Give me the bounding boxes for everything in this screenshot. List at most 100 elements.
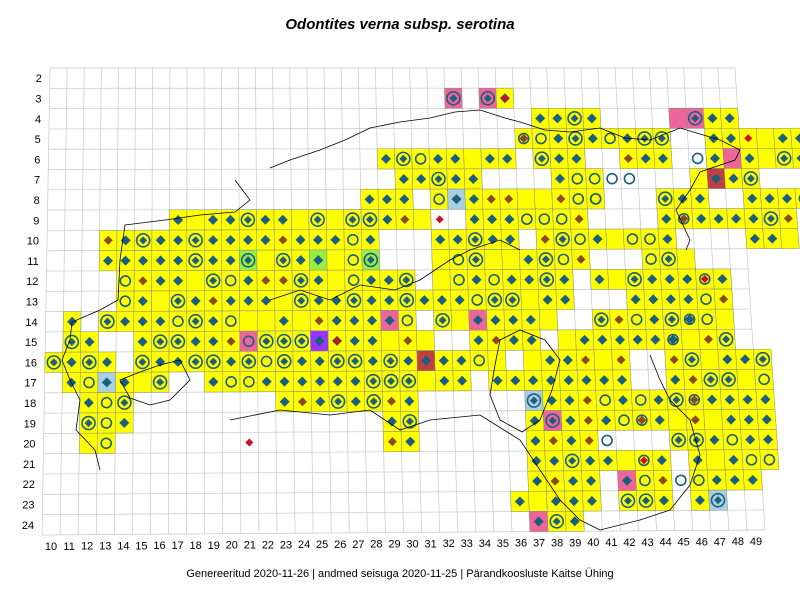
circle-marker — [206, 354, 221, 369]
diamond-marker — [742, 394, 753, 405]
diamond-marker — [279, 256, 288, 265]
circle-marker — [488, 273, 500, 286]
column-label: 47 — [714, 536, 726, 548]
occurrence-cell — [239, 330, 258, 352]
occurrence-cell — [534, 208, 554, 230]
diamond-marker — [692, 435, 701, 444]
diamond-marker — [313, 295, 324, 306]
circle-marker — [188, 253, 203, 268]
circle-marker — [399, 292, 415, 308]
occurrence-cell — [469, 350, 489, 371]
circle-marker — [623, 172, 636, 185]
diamond-marker — [763, 434, 774, 445]
diamond-marker — [225, 295, 236, 306]
diamond-marker — [244, 256, 253, 265]
map-title: Odontites verna subsp. serotina — [285, 16, 515, 33]
diamond-marker — [279, 396, 290, 407]
diamond-marker — [225, 255, 236, 266]
diamond-marker — [278, 275, 288, 285]
diamond-marker — [717, 273, 728, 284]
diamond-marker — [504, 214, 515, 225]
diamond-marker — [740, 354, 751, 365]
diamond-marker — [703, 334, 713, 344]
circle-marker — [574, 233, 586, 245]
diamond-marker — [541, 255, 550, 264]
diamond-marker — [662, 233, 673, 244]
grid-line-v — [59, 67, 68, 535]
circle-marker — [401, 373, 417, 389]
circle-marker — [517, 132, 530, 145]
circle-marker — [726, 433, 739, 446]
circle-marker — [152, 374, 168, 390]
row-label: 8 — [34, 195, 40, 207]
occurrence-cell — [557, 329, 577, 351]
circle-marker — [260, 355, 273, 368]
diamond-marker — [529, 396, 538, 405]
occurrence-cell — [703, 409, 724, 431]
column-label: 33 — [461, 538, 473, 550]
circle-marker — [700, 293, 712, 305]
generated-date: Genereeritud 2020-11-26 — [186, 568, 310, 580]
diamond-marker — [506, 274, 517, 285]
diamond-marker — [155, 316, 166, 327]
circle-marker — [763, 453, 776, 466]
circle-marker — [240, 252, 256, 268]
occurrence-cell — [291, 209, 310, 231]
diamond-marker — [562, 355, 573, 366]
occurrence-cell — [344, 269, 363, 291]
circle-marker — [703, 372, 719, 387]
column-label: 35 — [497, 538, 509, 550]
diamond-marker — [403, 355, 414, 366]
diamond-marker — [367, 335, 378, 346]
circle-marker — [645, 253, 657, 265]
column-label: 44 — [659, 537, 671, 549]
diamond-marker — [243, 275, 254, 286]
column-label: 42 — [623, 537, 635, 549]
row-label: 16 — [25, 357, 37, 369]
circle-marker — [276, 333, 292, 349]
row-label: 23 — [22, 500, 34, 512]
occurrence-cell — [449, 269, 469, 291]
circle-marker — [555, 231, 570, 247]
circle-marker — [46, 355, 62, 370]
diamond-marker — [280, 357, 289, 366]
diamond-marker — [208, 336, 219, 347]
diamond-marker — [616, 374, 627, 385]
circle-marker — [538, 213, 551, 225]
diamond-marker — [314, 356, 325, 367]
diamond-marker — [614, 334, 625, 345]
diamond-marker — [664, 255, 673, 264]
column-label: 25 — [316, 539, 328, 551]
diamond-marker — [483, 94, 492, 103]
occurrence-cell — [432, 269, 451, 291]
diamond-marker — [533, 516, 544, 527]
diamond-marker — [722, 354, 733, 365]
occurrence-cell — [593, 349, 613, 371]
diamond-marker — [209, 276, 218, 285]
circle-marker — [538, 252, 554, 267]
occurrence-cell — [668, 107, 688, 129]
circle-marker — [691, 152, 704, 165]
circle-marker — [365, 373, 381, 389]
diamond-marker — [404, 376, 413, 385]
diamond-marker — [570, 114, 579, 123]
circle-marker — [539, 272, 555, 287]
diamond-marker — [554, 153, 565, 164]
column-label: 43 — [641, 537, 653, 549]
diamond-marker — [137, 336, 148, 347]
diamond-marker — [535, 113, 546, 124]
column-label: 39 — [569, 537, 581, 549]
diamond-marker — [623, 154, 633, 164]
circle-marker — [100, 396, 113, 409]
circle-marker — [671, 432, 686, 448]
diamond-marker — [484, 153, 495, 164]
diamond-marker — [334, 397, 343, 406]
diamond-marker — [614, 315, 624, 325]
diamond-marker — [451, 194, 462, 205]
diamond-marker — [208, 296, 218, 306]
diamond-marker — [550, 496, 561, 507]
row-label: 24 — [22, 520, 34, 532]
occurrence-cell — [705, 449, 726, 471]
diamond-marker — [529, 415, 540, 426]
diamond-marker — [545, 375, 556, 386]
